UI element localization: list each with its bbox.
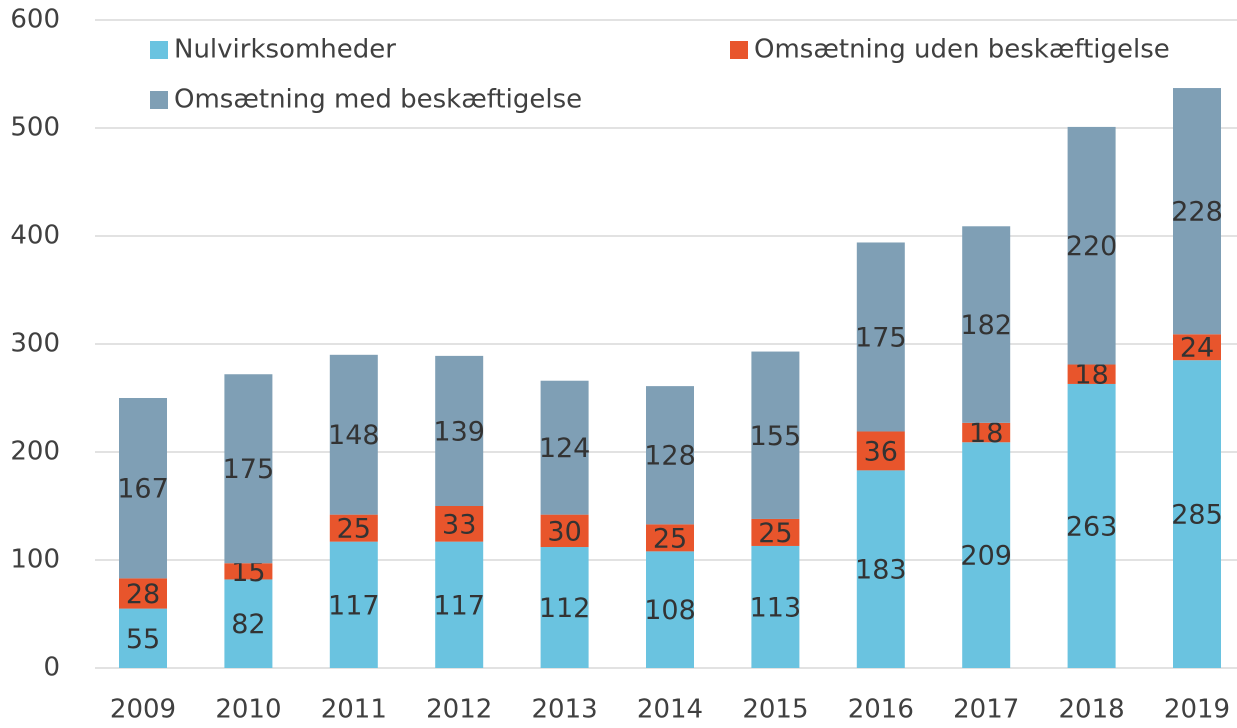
bar-segment	[540, 380, 589, 515]
y-tick-label: 500	[10, 113, 60, 143]
bar-segment	[856, 470, 905, 668]
data-label: 112	[539, 593, 591, 624]
bar-segment	[962, 226, 1011, 423]
data-label: 24	[1180, 333, 1214, 364]
bar-segment	[1067, 383, 1116, 668]
legend-swatch	[730, 41, 748, 59]
bar-segment	[1173, 88, 1221, 335]
data-label: 30	[547, 516, 581, 547]
bar-segment	[1173, 334, 1221, 361]
data-label: 155	[750, 421, 802, 452]
bar-segment	[119, 578, 167, 609]
x-tick-label: 2018	[1059, 695, 1125, 725]
bar-segment	[329, 541, 378, 668]
data-label: 124	[539, 433, 591, 464]
data-label: 117	[433, 590, 485, 621]
x-tick-label: 2015	[742, 695, 808, 725]
data-label: 175	[855, 322, 907, 353]
data-label: 209	[960, 541, 1012, 572]
bar-segment	[435, 355, 484, 506]
x-tick-label: 2013	[532, 695, 598, 725]
bar-segment	[224, 563, 273, 580]
x-tick-label: 2009	[110, 695, 176, 725]
data-label: 139	[433, 416, 485, 447]
bar-segment	[435, 506, 484, 542]
bar-segment	[119, 608, 167, 668]
data-label: 117	[328, 590, 380, 621]
bar-segment	[329, 354, 378, 515]
bar-segment	[435, 541, 484, 668]
x-tick-label: 2014	[637, 695, 703, 725]
y-tick-label: 100	[10, 545, 60, 575]
data-label: 18	[1074, 360, 1108, 391]
data-label: 128	[644, 441, 696, 472]
y-tick-label: 300	[10, 329, 60, 359]
data-label: 167	[117, 474, 169, 505]
bar-segment	[962, 422, 1011, 443]
x-tick-label: 2017	[953, 695, 1019, 725]
data-label: 33	[442, 509, 476, 540]
bar-segment	[1173, 360, 1221, 668]
bar-segment	[751, 351, 800, 519]
bar-segment	[646, 551, 694, 668]
data-label: 175	[223, 454, 275, 485]
data-label: 263	[1066, 511, 1118, 542]
data-label: 25	[337, 514, 371, 545]
data-label: 183	[855, 555, 907, 586]
bar-segment	[962, 442, 1011, 668]
bar-segment	[751, 518, 800, 546]
bar-segment	[540, 547, 589, 668]
bar-segment	[856, 242, 905, 432]
bar-segment	[224, 374, 273, 564]
x-tick-label: 2011	[321, 695, 387, 725]
y-tick-label: 600	[10, 5, 60, 35]
bar-segment	[646, 386, 694, 525]
legend-label: Omsætning uden beskæftigelse	[754, 35, 1170, 65]
bar-segment	[329, 514, 378, 542]
bar-segment	[119, 398, 167, 579]
data-label: 25	[653, 523, 687, 554]
y-tick-label: 200	[10, 437, 60, 467]
data-label: 228	[1171, 197, 1223, 228]
data-label: 108	[644, 595, 696, 626]
x-tick-label: 2019	[1164, 695, 1230, 725]
y-tick-label: 0	[43, 653, 60, 683]
data-label: 220	[1066, 231, 1118, 262]
data-label: 82	[231, 609, 265, 640]
data-label: 148	[328, 420, 380, 451]
data-label: 285	[1171, 500, 1223, 531]
bar-segment	[1067, 364, 1116, 384]
legend-label: Nulvirksomheder	[174, 35, 396, 65]
legend-swatch	[150, 91, 168, 109]
bar-segment	[224, 579, 273, 668]
data-label: 25	[758, 518, 792, 549]
bar-segment	[1067, 126, 1116, 365]
data-label: 36	[864, 436, 898, 467]
bar-segment	[540, 514, 589, 548]
x-tick-label: 2010	[215, 695, 281, 725]
bar-segment	[751, 545, 800, 668]
bar-segment	[646, 524, 694, 552]
legend-swatch	[150, 41, 168, 59]
data-label: 55	[126, 624, 160, 655]
data-label: 113	[750, 592, 802, 623]
data-label: 18	[969, 418, 1003, 449]
x-tick-label: 2016	[848, 695, 914, 725]
y-tick-label: 400	[10, 221, 60, 251]
bar-segment	[856, 431, 905, 471]
legend-label: Omsætning med beskæftigelse	[174, 85, 582, 115]
data-label: 182	[960, 310, 1012, 341]
data-label: 28	[126, 579, 160, 610]
x-tick-label: 2012	[426, 695, 492, 725]
